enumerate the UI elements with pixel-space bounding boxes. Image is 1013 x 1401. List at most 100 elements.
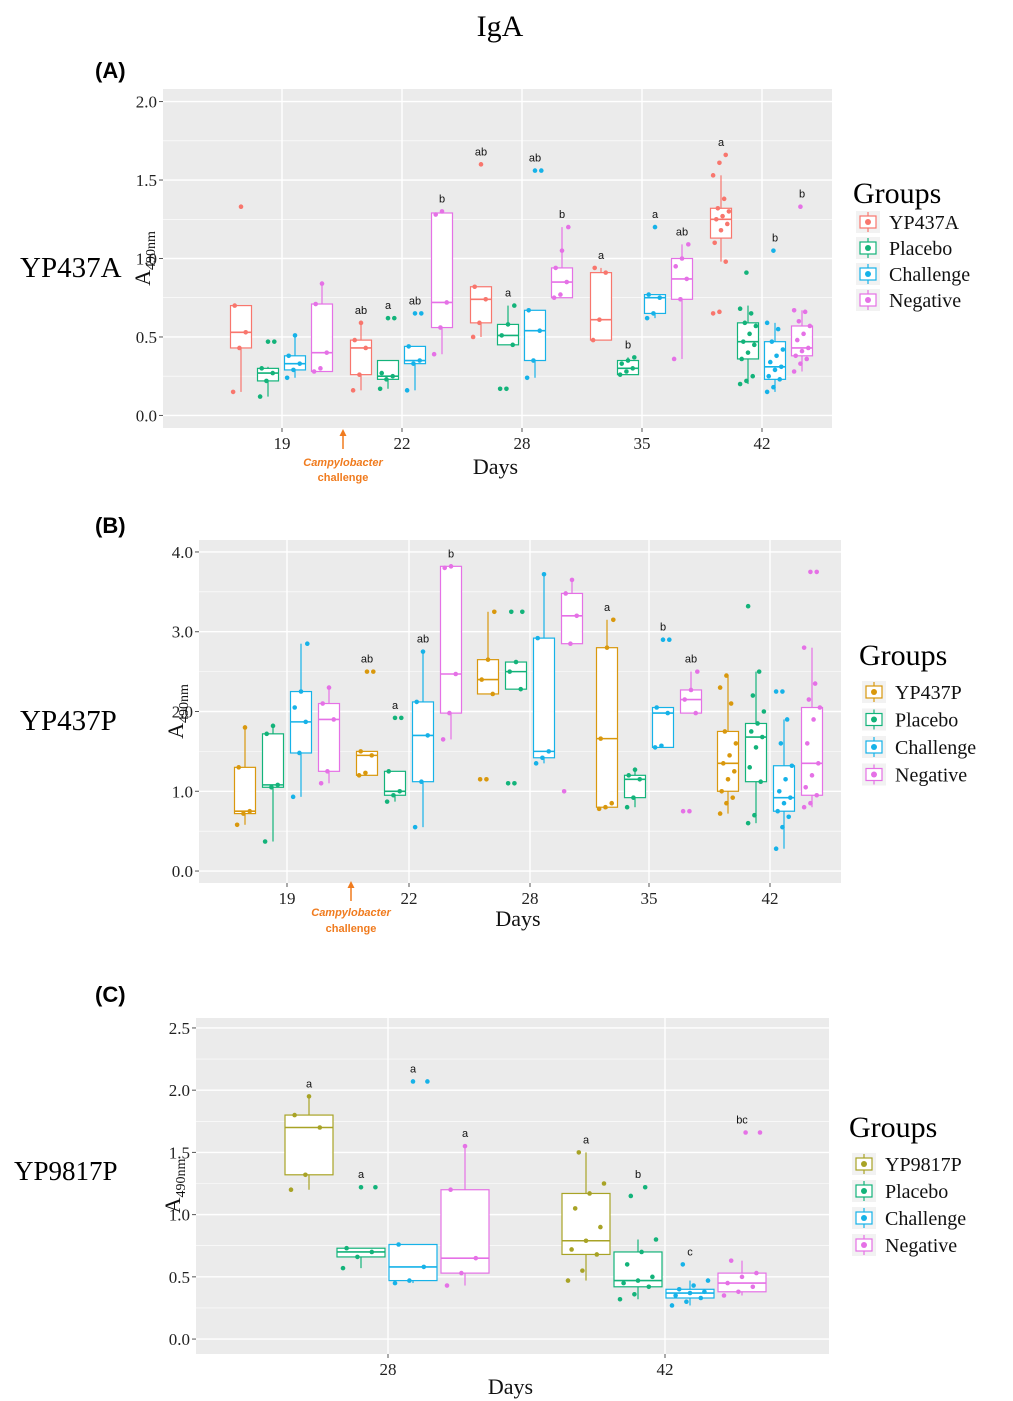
box-challenge-42 — [772, 689, 796, 851]
data-point — [421, 1264, 427, 1270]
data-point — [802, 309, 808, 315]
data-point — [396, 1242, 401, 1247]
data-point — [603, 804, 608, 810]
data-point — [742, 320, 748, 326]
y-tick-label: 0.5 — [169, 1268, 190, 1287]
challenge-arrow-head — [339, 429, 347, 436]
data-point — [803, 784, 808, 790]
data-point — [580, 1268, 585, 1273]
panel-label-paren-open: ( — [95, 513, 103, 538]
data-point — [791, 307, 797, 313]
legend-item-challenge: Challenge — [852, 1207, 966, 1230]
data-point — [657, 295, 663, 301]
legend-key-point — [871, 689, 877, 695]
legend-key-point — [861, 1215, 867, 1221]
significance-label: a — [505, 288, 512, 300]
data-point — [572, 1206, 578, 1211]
legend-item-negative: Negative — [852, 1234, 957, 1257]
data-point — [744, 270, 749, 275]
box-placebo-42 — [744, 603, 768, 826]
data-point — [504, 386, 509, 392]
x-tick-label: 42 — [762, 889, 779, 908]
panel-label-paren-close: ) — [118, 58, 125, 83]
series-placebo: aab — [256, 270, 760, 399]
data-point — [660, 637, 666, 643]
data-point — [340, 1265, 346, 1271]
data-point — [459, 1270, 464, 1276]
data-point — [284, 375, 290, 381]
data-point — [275, 782, 281, 788]
data-point — [748, 311, 754, 316]
data-point — [744, 378, 749, 384]
significance-label: b — [625, 339, 631, 351]
data-point — [473, 1255, 479, 1261]
box-iqr — [476, 659, 500, 695]
data-point — [513, 659, 519, 665]
box-iqr — [532, 637, 556, 759]
data-point — [611, 617, 616, 623]
data-point — [769, 339, 775, 344]
data-point — [646, 1284, 652, 1290]
significance-label: b — [448, 548, 454, 560]
box-placebo-22: a — [383, 700, 407, 804]
data-point — [331, 717, 337, 722]
data-point — [816, 761, 821, 766]
data-point — [576, 1150, 582, 1155]
data-point — [771, 248, 776, 253]
data-point — [721, 196, 727, 202]
box-challenge-28 — [532, 572, 556, 766]
box-yp437a-19 — [229, 204, 253, 395]
box-yp9817p-28: a — [284, 1078, 334, 1193]
data-point — [739, 356, 744, 362]
data-point — [238, 204, 244, 210]
data-point — [598, 1224, 603, 1230]
data-point — [617, 1296, 623, 1302]
data-point — [808, 569, 813, 575]
data-point — [764, 389, 770, 395]
data-point — [723, 152, 729, 158]
data-point — [369, 1249, 375, 1255]
data-point — [392, 315, 397, 321]
data-point — [752, 342, 757, 348]
data-point — [632, 1291, 637, 1297]
data-point — [752, 812, 757, 818]
data-point — [558, 292, 563, 297]
data-point — [303, 1172, 308, 1178]
y-tick-label: 1.5 — [169, 1143, 190, 1162]
data-point — [356, 773, 362, 778]
data-point — [809, 773, 815, 778]
data-point — [673, 1293, 678, 1298]
box-challenge-22: ab — [411, 634, 435, 830]
data-point — [447, 710, 452, 716]
data-point — [718, 227, 724, 233]
significance-label: ab — [529, 153, 541, 165]
data-point — [801, 804, 807, 810]
data-point — [717, 685, 723, 690]
data-point — [807, 323, 813, 329]
box-placebo-19 — [261, 723, 285, 844]
significance-label: a — [583, 1134, 590, 1146]
data-point — [652, 745, 658, 750]
y-tick-label: 0.5 — [136, 328, 157, 347]
data-point — [597, 317, 602, 323]
data-point — [598, 736, 603, 741]
data-point — [290, 794, 296, 800]
data-point — [705, 1278, 711, 1283]
data-point — [776, 788, 782, 794]
box-iqr — [589, 272, 613, 341]
data-point — [531, 358, 536, 363]
data-point — [778, 741, 784, 746]
data-point — [737, 306, 743, 312]
data-point — [483, 297, 489, 302]
data-point — [710, 311, 716, 316]
data-point — [753, 745, 759, 750]
data-point — [761, 709, 767, 714]
data-point — [609, 800, 615, 806]
data-point — [520, 609, 525, 615]
box-challenge-35: a — [643, 209, 667, 321]
y-tick-label: 1.0 — [172, 782, 193, 801]
y-axis-title: A490nm — [130, 231, 159, 286]
legend-item-label: Negative — [895, 765, 967, 787]
